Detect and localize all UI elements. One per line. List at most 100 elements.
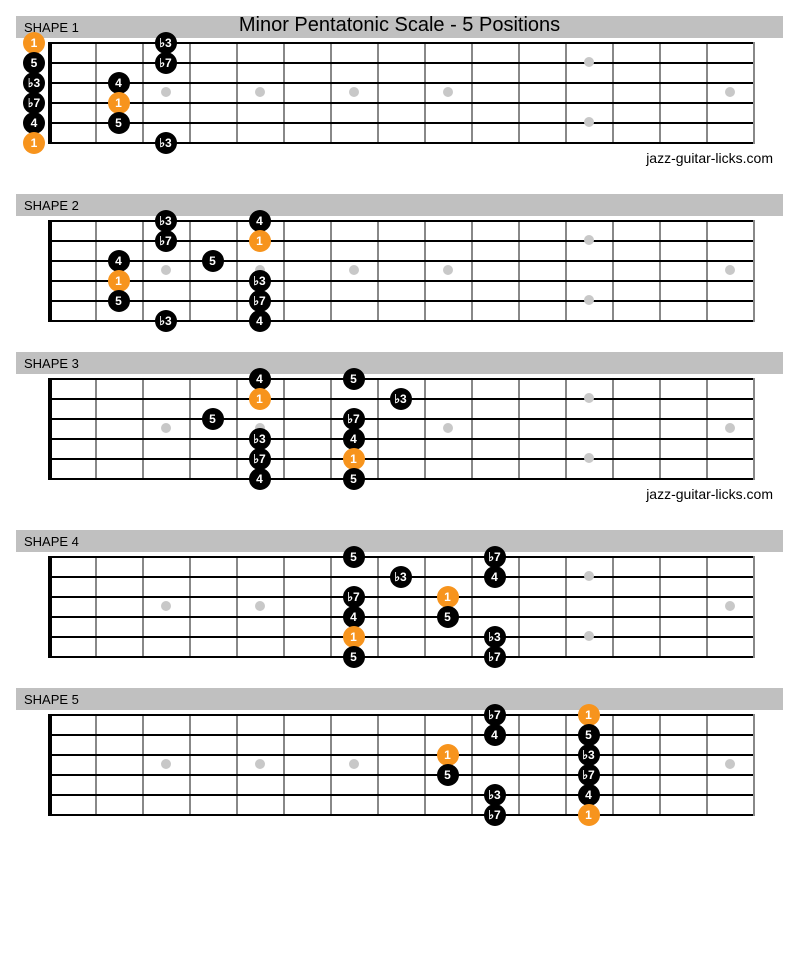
fret-line bbox=[659, 378, 661, 480]
note: ♭3 bbox=[155, 210, 177, 232]
fret-line bbox=[659, 556, 661, 658]
fret-line bbox=[377, 556, 379, 658]
nut bbox=[48, 42, 52, 144]
fret-line bbox=[565, 556, 567, 658]
fret-line bbox=[518, 556, 520, 658]
note: ♭7 bbox=[484, 804, 506, 826]
note: 4 bbox=[343, 606, 365, 628]
fret-inlay bbox=[349, 265, 359, 275]
note: 5 bbox=[343, 468, 365, 490]
nut bbox=[48, 556, 52, 658]
fret-line bbox=[706, 714, 708, 816]
fret-line bbox=[659, 714, 661, 816]
note: 5 bbox=[578, 724, 600, 746]
fret-line bbox=[95, 556, 97, 658]
fret-line bbox=[706, 220, 708, 322]
fret-inlay bbox=[725, 87, 735, 97]
note: 4 bbox=[343, 428, 365, 450]
fret-line bbox=[612, 220, 614, 322]
string-line bbox=[48, 418, 753, 420]
fret-line bbox=[753, 378, 755, 480]
fret-inlay bbox=[725, 759, 735, 769]
note: 5 bbox=[437, 764, 459, 786]
fret-line bbox=[142, 220, 144, 322]
string-line bbox=[48, 300, 753, 302]
note: ♭7 bbox=[578, 764, 600, 786]
note: ♭3 bbox=[390, 566, 412, 588]
note-root: 1 bbox=[249, 388, 271, 410]
fret-line bbox=[95, 220, 97, 322]
note: ♭7 bbox=[484, 646, 506, 668]
fret-inlay bbox=[584, 571, 594, 581]
string-line bbox=[48, 240, 753, 242]
string-line bbox=[48, 636, 753, 638]
fret-line bbox=[424, 42, 426, 144]
fret-line bbox=[565, 378, 567, 480]
string-line bbox=[48, 122, 753, 124]
string-line bbox=[48, 82, 753, 84]
string-line bbox=[48, 102, 753, 104]
nut bbox=[48, 220, 52, 322]
shape-label: SHAPE 3 bbox=[24, 356, 79, 371]
fret-line bbox=[330, 714, 332, 816]
fret-line bbox=[612, 378, 614, 480]
note: ♭3 bbox=[484, 784, 506, 806]
note: 5 bbox=[202, 250, 224, 272]
note: ♭7 bbox=[484, 546, 506, 568]
fret-line bbox=[424, 556, 426, 658]
string-line bbox=[48, 280, 753, 282]
note: 5 bbox=[108, 112, 130, 134]
fret-line bbox=[471, 42, 473, 144]
note-root: 1 bbox=[343, 626, 365, 648]
fret-line bbox=[706, 556, 708, 658]
string-line bbox=[48, 438, 753, 440]
fret-inlay bbox=[443, 265, 453, 275]
fretboard: 1♭35♭7♭34♭71451♭3 bbox=[16, 42, 757, 146]
fret-line bbox=[189, 556, 191, 658]
string-line bbox=[48, 774, 753, 776]
fret-line bbox=[424, 714, 426, 816]
note-root: 1 bbox=[108, 92, 130, 114]
note: ♭7 bbox=[249, 290, 271, 312]
fret-line bbox=[659, 220, 661, 322]
string-line bbox=[48, 260, 753, 262]
fret-line bbox=[283, 556, 285, 658]
note: 4 bbox=[249, 210, 271, 232]
fret-inlay bbox=[161, 423, 171, 433]
fret-inlay bbox=[584, 57, 594, 67]
fret-line bbox=[330, 378, 332, 480]
note: 5 bbox=[23, 52, 45, 74]
note: ♭7 bbox=[23, 92, 45, 114]
shape-header: SHAPE 4 bbox=[16, 530, 783, 552]
fret-line bbox=[236, 220, 238, 322]
fret-inlay bbox=[255, 759, 265, 769]
note: ♭3 bbox=[249, 428, 271, 450]
fret-line bbox=[706, 42, 708, 144]
fretboard: ♭71451♭35♭7♭34♭71 bbox=[16, 714, 757, 818]
fretboard: 451♭35♭7♭34♭7145 bbox=[16, 378, 757, 482]
note: 5 bbox=[108, 290, 130, 312]
fret-inlay bbox=[443, 423, 453, 433]
note: ♭3 bbox=[155, 132, 177, 154]
fret-line bbox=[565, 714, 567, 816]
fret-inlay bbox=[443, 87, 453, 97]
shape-header: SHAPE 5 bbox=[16, 688, 783, 710]
fret-line bbox=[518, 220, 520, 322]
fret-line bbox=[189, 378, 191, 480]
chart-block: SHAPE 45♭7♭34♭71451♭35♭7 bbox=[16, 530, 783, 660]
shape-header: SHAPE 2 bbox=[16, 194, 783, 216]
fret-line bbox=[377, 220, 379, 322]
note: ♭3 bbox=[578, 744, 600, 766]
note: ♭7 bbox=[155, 230, 177, 252]
string-line bbox=[48, 556, 753, 558]
fret-line bbox=[189, 714, 191, 816]
fret-line bbox=[612, 556, 614, 658]
shape-label: SHAPE 2 bbox=[24, 198, 79, 213]
note-root: 1 bbox=[108, 270, 130, 292]
fret-line bbox=[283, 220, 285, 322]
note: 5 bbox=[343, 646, 365, 668]
fret-inlay bbox=[725, 601, 735, 611]
note: 4 bbox=[249, 468, 271, 490]
string-line bbox=[48, 814, 753, 816]
string-line bbox=[48, 794, 753, 796]
